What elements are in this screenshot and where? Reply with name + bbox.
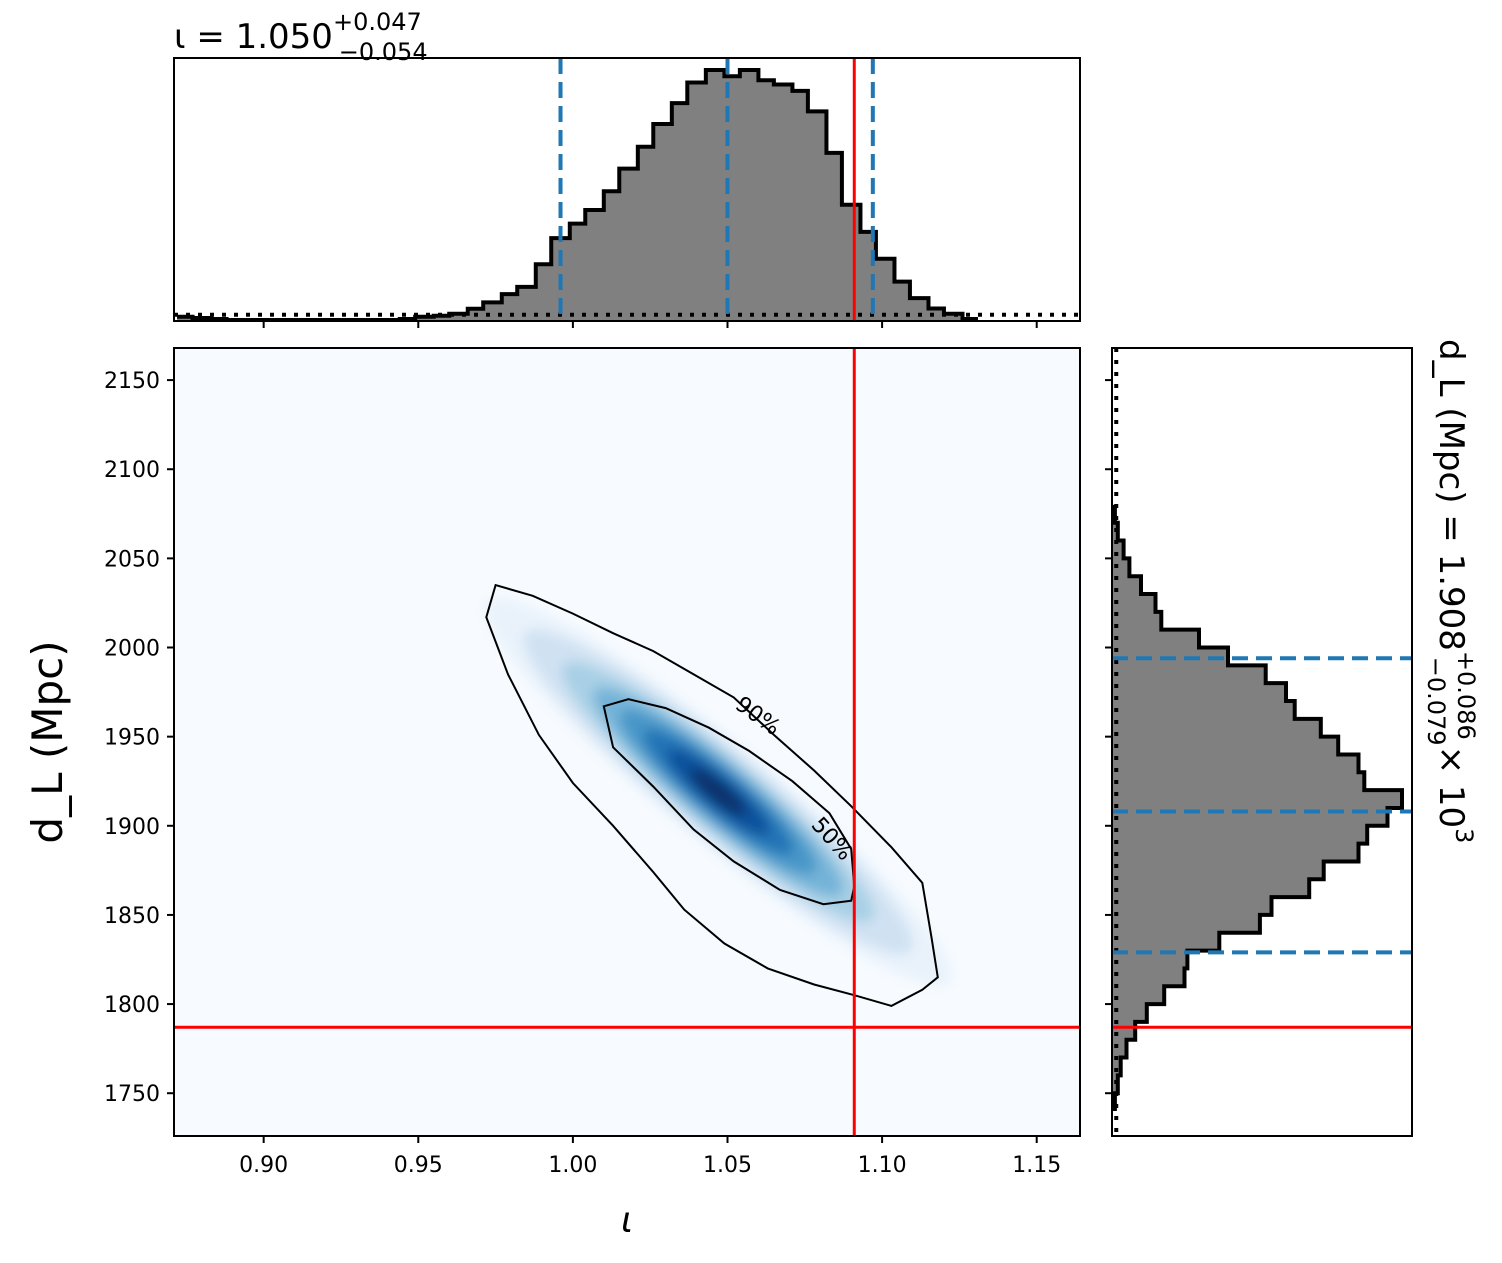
y-tick-label-4: 1950 bbox=[104, 726, 160, 751]
top-histogram-outline bbox=[177, 68, 978, 321]
x-tick-label-2: 1.00 bbox=[548, 1153, 597, 1178]
y-tick-label-6: 2050 bbox=[104, 547, 160, 572]
y-tick-label-2: 1850 bbox=[104, 904, 160, 929]
right-histogram-outline bbox=[1112, 504, 1404, 1112]
right-panel-frame bbox=[1111, 347, 1413, 1137]
x-axis-label: ι bbox=[621, 1200, 633, 1241]
main-panel-frame bbox=[173, 347, 1081, 1137]
y-tick-label-1: 1800 bbox=[104, 993, 160, 1018]
y-tick-label-5: 2000 bbox=[104, 637, 160, 662]
x-tick-label-1: 0.95 bbox=[394, 1153, 443, 1178]
contour-90 bbox=[485, 583, 939, 1007]
right-marginal-panel: d_L (Mpc) = 1.908+0.086−0.079× 103 bbox=[1105, 339, 1480, 1137]
y-tick-label-3: 1900 bbox=[104, 815, 160, 840]
y-tick-label-0: 1750 bbox=[104, 1082, 160, 1107]
iota-title: ι = 1.050+0.047 −0.054 bbox=[174, 8, 428, 66]
top-panel-frame bbox=[173, 57, 1081, 322]
x-tick-label-4: 1.10 bbox=[858, 1153, 907, 1178]
y-tick-label-7: 2100 bbox=[104, 458, 160, 483]
dl-title: d_L (Mpc) = 1.908+0.086−0.079× 103 bbox=[1422, 339, 1480, 843]
density-heatmap bbox=[484, 597, 952, 987]
density-level-7 bbox=[690, 768, 746, 816]
joint-density-panel: 90%50% 0.90 0.95 1.00 1.05 1.10 1.15 17501800… bbox=[23, 347, 1081, 1241]
x-tick-label-3: 1.05 bbox=[703, 1153, 752, 1178]
y-axis-label: d_L (Mpc) bbox=[23, 640, 72, 843]
x-tick-label-0: 0.90 bbox=[239, 1153, 288, 1178]
top-histogram-fill bbox=[177, 70, 978, 321]
top-marginal-panel: ι = 1.050+0.047 −0.054 bbox=[173, 8, 1081, 328]
y-tick-label-8: 2150 bbox=[104, 369, 160, 394]
x-tick-label-5: 1.15 bbox=[1012, 1153, 1061, 1178]
